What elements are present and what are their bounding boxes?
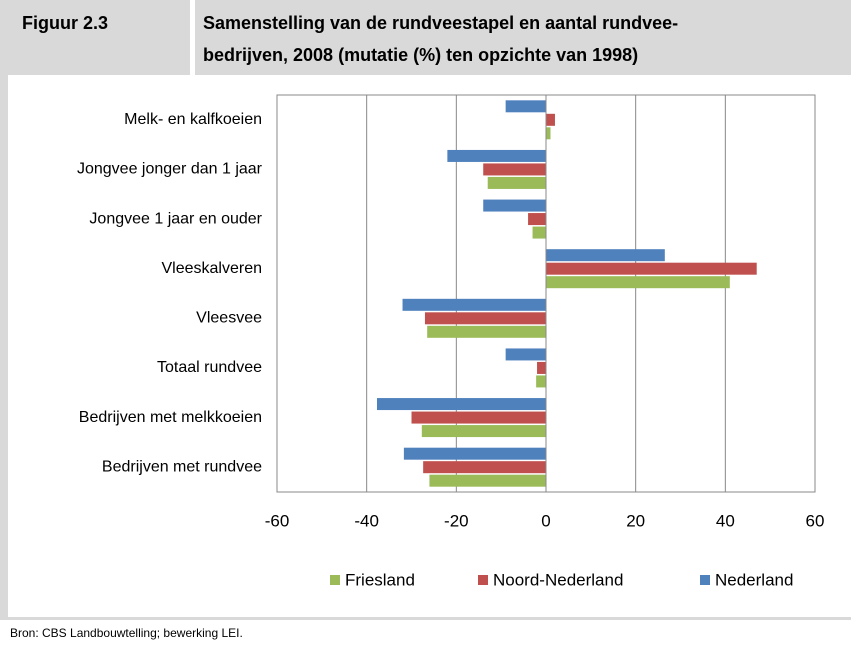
- legend-label: Friesland: [345, 570, 415, 589]
- category-label: Totaal rundvee: [157, 359, 262, 376]
- bar: [487, 176, 546, 189]
- legend-label: Nederland: [715, 570, 793, 589]
- figure-label: Figuur 2.3: [22, 13, 108, 33]
- legend-swatch: [330, 575, 340, 585]
- bar: [537, 361, 546, 374]
- bar: [505, 100, 546, 113]
- bar: [424, 312, 546, 325]
- bar: [427, 325, 546, 338]
- header-separator: [190, 0, 195, 75]
- category-label: Jongvee 1 jaar en ouder: [89, 210, 262, 227]
- figure-title: Samenstelling van de rundveestapel en aa…: [203, 13, 678, 33]
- x-tick-label: -60: [265, 511, 290, 530]
- bar: [447, 149, 546, 162]
- legend-swatch: [700, 575, 710, 585]
- bar: [546, 127, 551, 140]
- category-label: Bedrijven met rundvee: [102, 458, 262, 475]
- x-tick-label: 40: [716, 511, 735, 530]
- category-label: Jongvee jonger dan 1 jaar: [77, 161, 263, 178]
- x-tick-label: 60: [806, 511, 825, 530]
- bar: [403, 447, 546, 460]
- bar: [423, 461, 546, 474]
- category-label: Melk- en kalfkoeien: [124, 111, 262, 128]
- figure-title: bedrijven, 2008 (mutatie (%) ten opzicht…: [203, 45, 638, 65]
- bar: [536, 375, 546, 388]
- bar: [429, 474, 546, 487]
- bar: [483, 163, 546, 176]
- source-note: Bron: CBS Landbouwtelling; bewerking LEI…: [10, 626, 243, 640]
- bar: [546, 113, 555, 126]
- bar: [483, 199, 546, 212]
- x-tick-label: -20: [444, 511, 469, 530]
- left-border: [0, 75, 8, 620]
- bar: [546, 276, 730, 289]
- bar: [376, 398, 546, 411]
- category-label: Vleesvee: [196, 310, 262, 327]
- category-label: Vleeskalveren: [162, 260, 263, 277]
- x-tick-label: -40: [354, 511, 379, 530]
- bar: [546, 262, 757, 275]
- bar: [532, 226, 546, 239]
- bar: [546, 249, 665, 262]
- legend-label: Noord-Nederland: [493, 570, 623, 589]
- header-bar: [0, 0, 851, 75]
- bar: [402, 298, 546, 311]
- legend-swatch: [478, 575, 488, 585]
- x-tick-label: 20: [626, 511, 645, 530]
- category-label: Bedrijven met melkkoeien: [79, 409, 262, 426]
- bar: [421, 425, 546, 438]
- bar: [411, 411, 546, 424]
- bottom-border: [0, 617, 851, 620]
- bar: [528, 213, 546, 226]
- bar: [505, 348, 546, 361]
- x-tick-label: 0: [541, 511, 550, 530]
